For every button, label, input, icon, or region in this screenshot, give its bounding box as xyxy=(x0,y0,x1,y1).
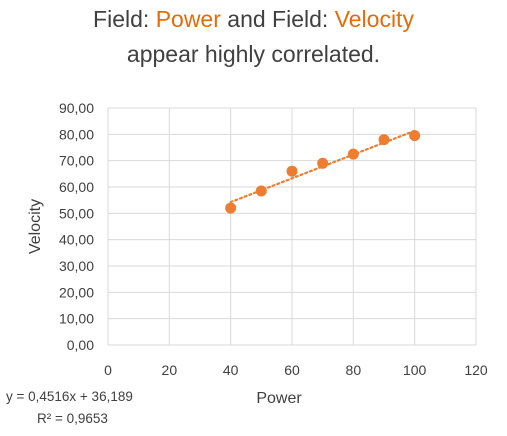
data-point xyxy=(347,148,359,160)
data-point xyxy=(409,130,421,142)
y-tick-label: 60,00 xyxy=(59,179,94,195)
title-text: and Field: xyxy=(220,6,335,32)
chart-title-line2: appear highly correlated. xyxy=(126,41,381,67)
y-tick-label: 40,00 xyxy=(59,232,94,248)
y-tick-label: 0,00 xyxy=(67,337,94,353)
title-field-name: Power xyxy=(155,6,221,32)
x-tick-label: 60 xyxy=(284,362,300,378)
x-tick-label: 120 xyxy=(464,362,488,378)
title-text: Field: xyxy=(93,6,156,32)
x-tick-label: 40 xyxy=(223,362,239,378)
y-tick-label: 30,00 xyxy=(59,258,94,274)
data-point xyxy=(286,165,298,177)
x-tick-label: 20 xyxy=(162,362,178,378)
data-point xyxy=(317,157,329,169)
y-axis-title: Velocity xyxy=(27,199,44,254)
y-tick-label: 50,00 xyxy=(59,205,94,221)
trendline-equation: y = 0,4516x + 36,189 xyxy=(6,389,133,404)
x-tick-label: 80 xyxy=(346,362,362,378)
y-tick-label: 10,00 xyxy=(59,311,94,327)
y-tick-label: 90,00 xyxy=(59,100,94,116)
data-point xyxy=(378,134,390,146)
y-tick-label: 70,00 xyxy=(59,153,94,169)
chart-title-line1: Field: Power and Field: Velocity xyxy=(0,6,507,33)
y-tick-label: 80,00 xyxy=(59,126,94,142)
title-field-name: Velocity xyxy=(334,6,414,32)
x-axis-title: Power xyxy=(256,390,302,407)
y-tick-label: 20,00 xyxy=(59,284,94,300)
x-tick-label: 0 xyxy=(104,362,112,378)
data-point xyxy=(255,185,267,197)
data-point xyxy=(225,202,237,214)
trendline-r-squared: R² = 0,9653 xyxy=(37,411,108,426)
x-tick-label: 100 xyxy=(403,362,427,378)
